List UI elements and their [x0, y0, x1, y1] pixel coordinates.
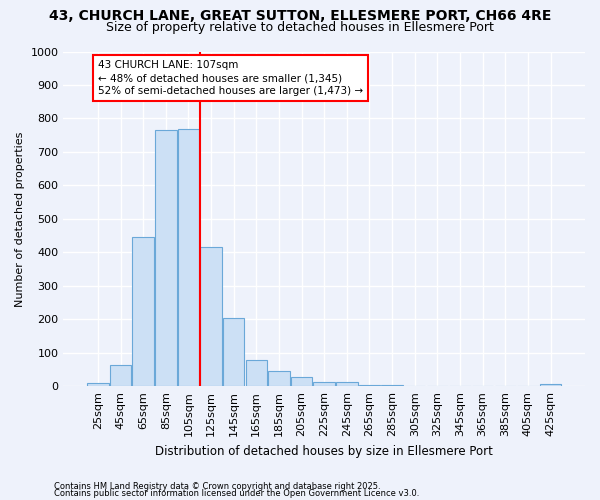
Bar [87, 383, 109, 386]
Bar [336, 382, 358, 386]
Bar [291, 377, 313, 386]
Bar [313, 382, 335, 386]
Bar [268, 371, 290, 386]
Bar [133, 238, 154, 386]
Bar [223, 318, 244, 386]
Text: 43, CHURCH LANE, GREAT SUTTON, ELLESMERE PORT, CH66 4RE: 43, CHURCH LANE, GREAT SUTTON, ELLESMERE… [49, 9, 551, 23]
X-axis label: Distribution of detached houses by size in Ellesmere Port: Distribution of detached houses by size … [155, 444, 493, 458]
Text: Contains HM Land Registry data © Crown copyright and database right 2025.: Contains HM Land Registry data © Crown c… [54, 482, 380, 491]
Bar [245, 360, 267, 386]
Text: 43 CHURCH LANE: 107sqm
← 48% of detached houses are smaller (1,345)
52% of semi-: 43 CHURCH LANE: 107sqm ← 48% of detached… [98, 60, 363, 96]
Y-axis label: Number of detached properties: Number of detached properties [15, 131, 25, 306]
Bar [359, 384, 380, 386]
Text: Size of property relative to detached houses in Ellesmere Port: Size of property relative to detached ho… [106, 21, 494, 34]
Bar [200, 248, 222, 386]
Bar [155, 130, 176, 386]
Bar [110, 364, 131, 386]
Text: Contains public sector information licensed under the Open Government Licence v3: Contains public sector information licen… [54, 490, 419, 498]
Bar [540, 384, 561, 386]
Bar [178, 128, 199, 386]
Bar [382, 384, 403, 386]
